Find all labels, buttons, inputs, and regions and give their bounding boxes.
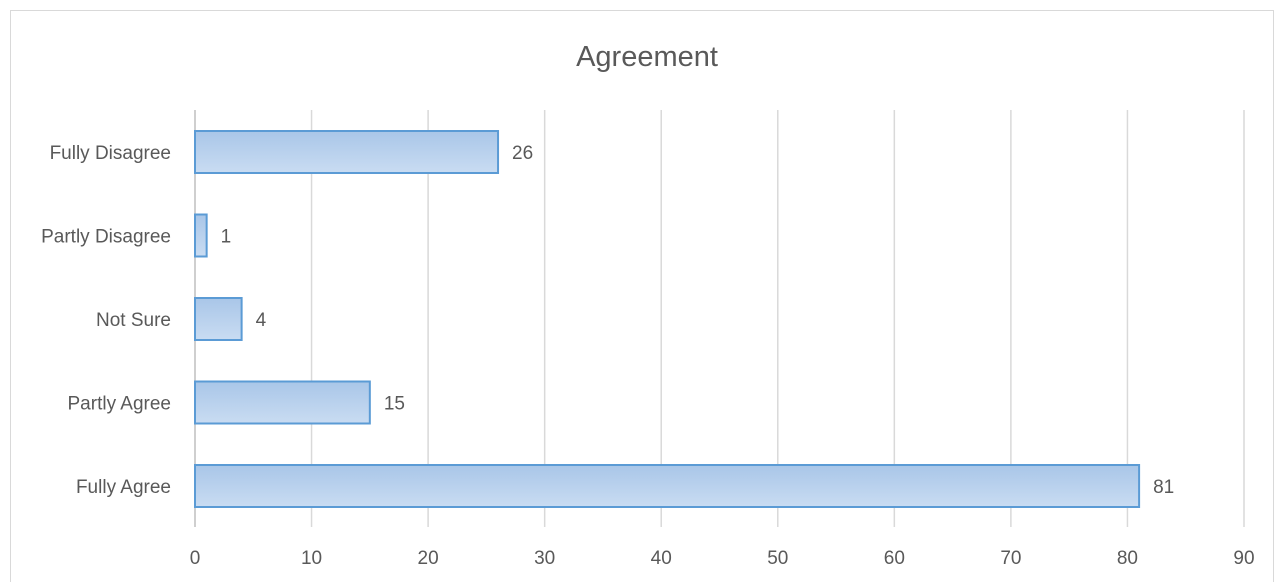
x-tick-label-30: 30: [534, 548, 555, 569]
data-label-not-sure: 4: [256, 310, 267, 331]
bar-fully-disagree: [194, 130, 500, 174]
bar-not-sure: [194, 297, 243, 341]
data-label-fully-disagree: 26: [512, 143, 533, 164]
x-tick-label-10: 10: [301, 548, 322, 569]
bars: [194, 130, 1141, 508]
x-tick-label-90: 90: [1233, 548, 1254, 569]
x-tick-label-0: 0: [190, 548, 201, 569]
x-tick-label-50: 50: [767, 548, 788, 569]
chart-title: Agreement: [576, 41, 718, 73]
bar-partly-agree: [194, 380, 371, 425]
data-label-partly-disagree: 1: [221, 227, 232, 248]
data-label-fully-agree: 81: [1153, 477, 1174, 498]
bar-fully-agree: [194, 464, 1141, 508]
x-tick-label-20: 20: [418, 548, 439, 569]
labels: 0 10 20 30 40 50 60 70 80 90 Fully Disagree 26 Partl…: [41, 143, 1254, 569]
x-tick-label-40: 40: [651, 548, 672, 569]
x-tick-label-60: 60: [884, 548, 905, 569]
data-label-partly-agree: 15: [384, 394, 405, 415]
category-label-partly-disagree: Partly Disagree: [41, 227, 171, 248]
category-label-not-sure: Not Sure: [96, 310, 171, 331]
x-tick-label-80: 80: [1117, 548, 1138, 569]
x-tick-label-70: 70: [1000, 548, 1021, 569]
category-label-fully-disagree: Fully Disagree: [50, 143, 171, 164]
category-label-fully-agree: Fully Agree: [76, 477, 171, 498]
category-label-partly-agree: Partly Agree: [68, 394, 172, 415]
bar-partly-disagree: [194, 213, 208, 258]
